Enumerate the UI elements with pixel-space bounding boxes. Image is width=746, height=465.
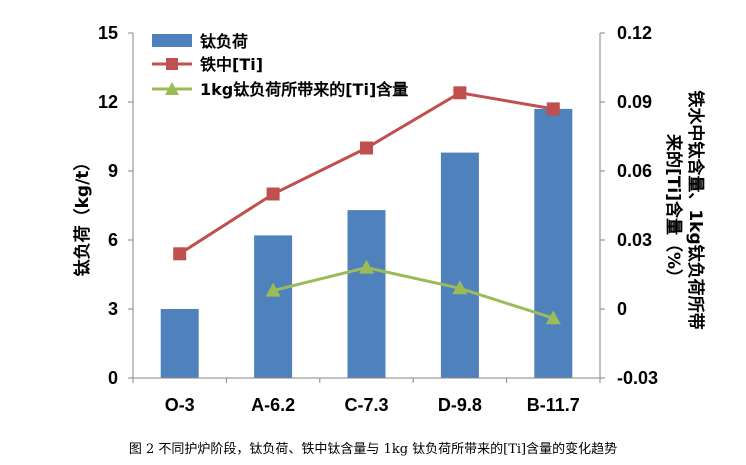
- bar: [160, 309, 199, 378]
- y2-tick-label: 0.12: [617, 23, 652, 43]
- y2-axis-title-line1: 铁水中钛含量、1kg钛负荷所带: [685, 90, 706, 329]
- line-point-square: [360, 141, 373, 155]
- tick-labels: 0 3 6 9 12 15 -0.03 0 0.03 0.06 0.09 0.12 O-3 A-6.2 C-…: [98, 23, 658, 415]
- bar-series: [160, 108, 573, 379]
- legend-marker-square: [166, 58, 178, 70]
- legend-label-bar: 钛负荷: [200, 32, 248, 51]
- x-category-label: C-7.3: [344, 395, 388, 415]
- y2-tick-label: 0: [617, 299, 627, 319]
- bar: [254, 235, 293, 378]
- y-tick-label: 6: [108, 230, 118, 250]
- x-category-label: B-11.7: [527, 395, 580, 415]
- line-point-triangle: [545, 310, 561, 325]
- legend-label-red: 铁中[Ti]: [200, 55, 263, 74]
- y2-tick-label: 0.03: [617, 230, 652, 250]
- line-point-triangle: [359, 259, 374, 274]
- series-line: [272, 266, 554, 320]
- x-category-label: D-9.8: [438, 395, 482, 415]
- legend-swatch-bar: [152, 34, 192, 47]
- y-tick-label: 15: [98, 23, 118, 43]
- legend: 钛负荷 铁中[Ti] 1kg钛负荷所带来的[Ti]含量: [152, 32, 408, 99]
- figure-caption: 图 2 不同护炉阶段，钛负荷、铁中钛含量与 1kg 钛负荷所带来的[Ti]含量的…: [128, 442, 618, 457]
- bar: [440, 152, 479, 378]
- y-tick-label: 0: [108, 368, 118, 388]
- y-tick-label: 3: [108, 299, 118, 319]
- legend-label-green: 1kg钛负荷所带来的[Ti]含量: [200, 80, 408, 99]
- y2-tick-label: -0.03: [617, 368, 658, 388]
- line-point-square: [173, 247, 187, 261]
- line-point-triangle: [452, 280, 468, 295]
- chart: 0 3 6 9 12 15 -0.03 0 0.03 0.06 0.09 0.12 O-3 A-6.2 C-…: [72, 23, 706, 415]
- line-point-square: [453, 86, 467, 100]
- axes: [128, 32, 605, 383]
- y2-axis-title-line2: 来的[Ti]含量（%）: [663, 133, 684, 286]
- line-point-square: [266, 187, 280, 201]
- line-point-square: [546, 102, 560, 116]
- y-axis-title: 钛负荷（kg/t）: [72, 154, 93, 277]
- y2-tick-label: 0.09: [617, 92, 652, 112]
- y-tick-label: 12: [98, 92, 118, 112]
- y-tick-label: 9: [108, 161, 118, 181]
- line-point-triangle: [265, 282, 281, 297]
- bar: [347, 210, 386, 378]
- x-category-label: A-6.2: [251, 395, 295, 415]
- x-category-label: O-3: [165, 395, 195, 415]
- line-series: [173, 86, 561, 325]
- bar: [534, 108, 573, 379]
- y2-tick-label: 0.06: [617, 161, 652, 181]
- legend-marker-triangle: [165, 82, 179, 95]
